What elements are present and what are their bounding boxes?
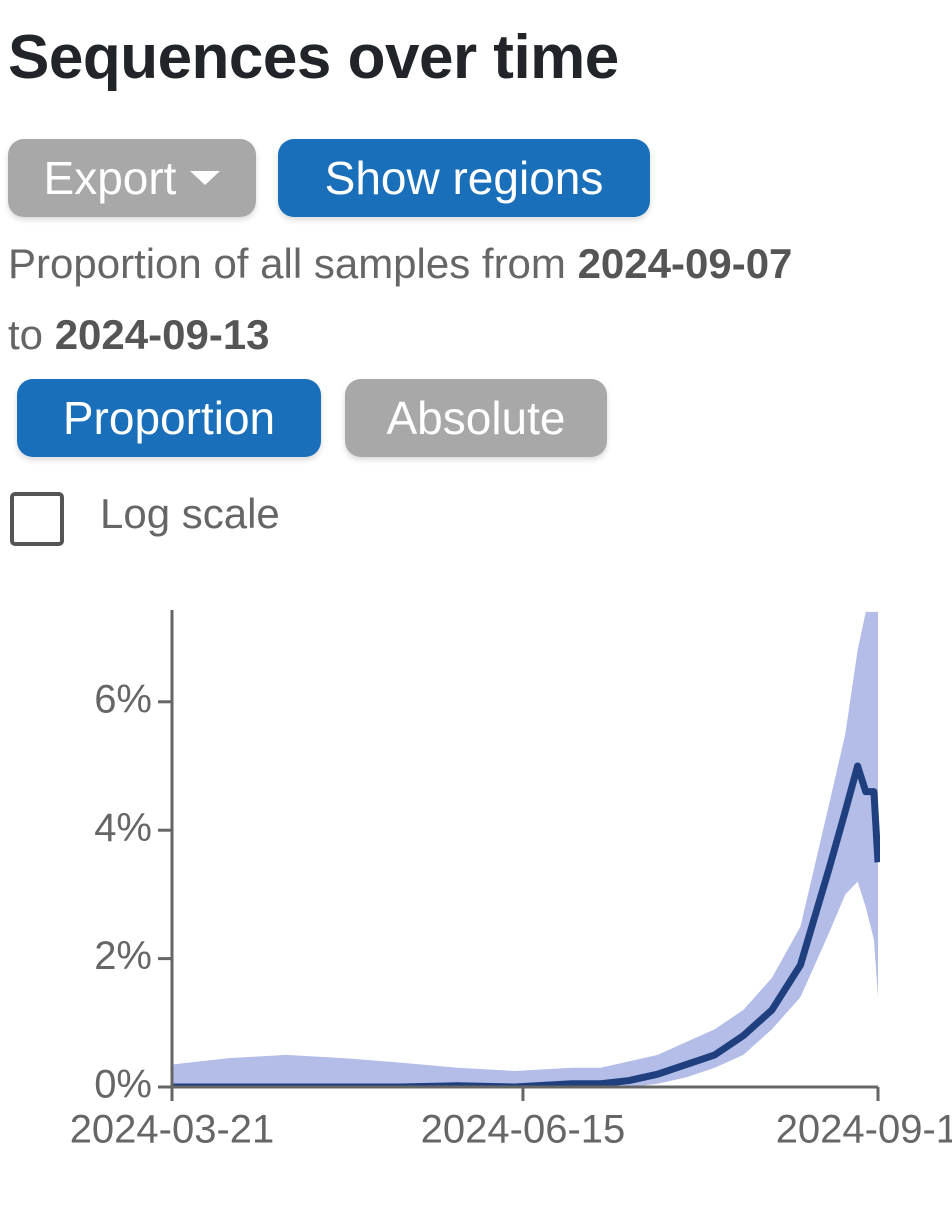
- button-label: Export: [43, 152, 177, 204]
- plot-area: [172, 611, 880, 1087]
- y-tick-label: 2%: [94, 934, 152, 978]
- end-date: 2024-09-13: [54, 311, 270, 358]
- proportion-button[interactable]: Proportion: [17, 379, 321, 457]
- x-tick-label: 2024-06-15: [421, 1108, 626, 1152]
- description: Proportion of all samples from 2024-09-0…: [8, 228, 808, 370]
- caret: [190, 171, 221, 185]
- x-tick-label: 2024-03-21: [70, 1108, 275, 1152]
- x-tick-label: 2024-09-10: [776, 1108, 952, 1152]
- log-scale-label: Log scale: [100, 490, 280, 537]
- y-tick-label: 4%: [94, 806, 152, 850]
- y-tick-label: 0%: [94, 1063, 152, 1107]
- export-button[interactable]: Export: [8, 139, 256, 217]
- button-label: Show regions: [324, 152, 604, 204]
- page-title: Sequences over time: [8, 23, 619, 92]
- description-text: to: [8, 311, 44, 358]
- confidence-band: [172, 611, 878, 1087]
- show-regions-button[interactable]: Show regions: [278, 139, 650, 217]
- line: [172, 762, 880, 1087]
- absolute-button[interactable]: Absolute: [345, 379, 607, 457]
- button-label: Proportion: [62, 392, 276, 444]
- log-scale-checkbox[interactable]: [10, 492, 64, 546]
- button-label: Absolute: [386, 392, 566, 444]
- description-text: Proportion of all samples from: [8, 240, 566, 287]
- start-date: 2024-09-07: [577, 240, 793, 287]
- y-tick-label: 6%: [94, 677, 152, 721]
